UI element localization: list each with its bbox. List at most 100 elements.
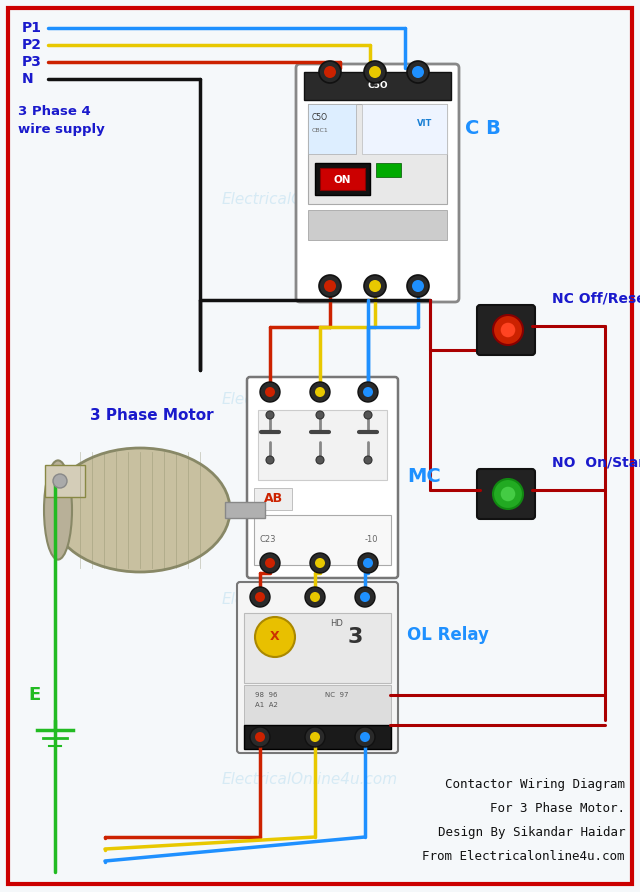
Circle shape bbox=[412, 66, 424, 78]
Text: 3: 3 bbox=[348, 627, 363, 647]
Circle shape bbox=[315, 558, 325, 568]
Circle shape bbox=[53, 474, 67, 488]
Circle shape bbox=[319, 61, 341, 83]
Text: 3 Phase Motor: 3 Phase Motor bbox=[90, 408, 214, 423]
FancyBboxPatch shape bbox=[237, 582, 398, 753]
Circle shape bbox=[369, 280, 381, 292]
Circle shape bbox=[255, 617, 295, 657]
Text: HD: HD bbox=[330, 618, 343, 627]
Circle shape bbox=[250, 587, 270, 607]
Circle shape bbox=[407, 275, 429, 297]
Text: From Electricalonline4u.com: From Electricalonline4u.com bbox=[422, 850, 625, 863]
Circle shape bbox=[360, 732, 370, 742]
Text: -10: -10 bbox=[365, 535, 378, 544]
Circle shape bbox=[324, 280, 336, 292]
Circle shape bbox=[355, 587, 375, 607]
Text: 3 Phase 4
wire supply: 3 Phase 4 wire supply bbox=[18, 105, 105, 136]
Circle shape bbox=[324, 66, 336, 78]
Bar bbox=[254, 515, 391, 565]
Circle shape bbox=[250, 727, 270, 747]
Text: CBC1: CBC1 bbox=[312, 128, 329, 133]
Circle shape bbox=[493, 479, 523, 509]
Circle shape bbox=[360, 592, 370, 602]
Bar bbox=[376, 163, 401, 177]
Text: NC Off/Reset: NC Off/Reset bbox=[552, 291, 640, 305]
Text: AB: AB bbox=[264, 492, 283, 506]
Circle shape bbox=[319, 275, 341, 297]
Bar bbox=[315, 163, 370, 195]
Circle shape bbox=[305, 587, 325, 607]
Bar bbox=[362, 104, 447, 154]
Bar bbox=[254, 488, 292, 510]
Circle shape bbox=[315, 387, 325, 397]
Circle shape bbox=[364, 61, 386, 83]
Circle shape bbox=[364, 411, 372, 419]
Bar bbox=[244, 725, 391, 749]
Text: MC: MC bbox=[407, 467, 441, 486]
Bar bbox=[308, 210, 447, 240]
Text: E: E bbox=[28, 686, 40, 704]
Circle shape bbox=[260, 382, 280, 402]
Circle shape bbox=[407, 61, 429, 83]
Text: ElectricalOnline4u.com: ElectricalOnline4u.com bbox=[222, 392, 398, 408]
Text: ElectricalOnline4u.com: ElectricalOnline4u.com bbox=[222, 772, 398, 788]
Ellipse shape bbox=[44, 460, 72, 559]
Circle shape bbox=[500, 322, 516, 338]
Bar bbox=[244, 613, 391, 683]
Circle shape bbox=[412, 280, 424, 292]
Bar bbox=[308, 104, 356, 154]
Text: C5O: C5O bbox=[367, 81, 388, 90]
Text: P3: P3 bbox=[22, 55, 42, 69]
Circle shape bbox=[266, 411, 274, 419]
Bar bbox=[320, 168, 365, 190]
Circle shape bbox=[358, 553, 378, 573]
Circle shape bbox=[363, 387, 373, 397]
Text: VIT: VIT bbox=[417, 119, 433, 128]
Circle shape bbox=[310, 553, 330, 573]
Circle shape bbox=[358, 382, 378, 402]
Text: NC  97: NC 97 bbox=[325, 692, 349, 698]
Circle shape bbox=[265, 387, 275, 397]
Circle shape bbox=[355, 727, 375, 747]
Circle shape bbox=[310, 732, 320, 742]
Text: Contactor Wiring Diagram: Contactor Wiring Diagram bbox=[445, 778, 625, 791]
Circle shape bbox=[305, 727, 325, 747]
Circle shape bbox=[364, 275, 386, 297]
Circle shape bbox=[266, 456, 274, 464]
Circle shape bbox=[255, 592, 265, 602]
Circle shape bbox=[364, 456, 372, 464]
Bar bbox=[308, 104, 447, 204]
Text: OL Relay: OL Relay bbox=[407, 626, 489, 644]
Text: ON: ON bbox=[333, 175, 351, 185]
Bar bbox=[244, 685, 391, 725]
Text: 98  96: 98 96 bbox=[255, 692, 278, 698]
FancyBboxPatch shape bbox=[477, 469, 535, 519]
Text: X: X bbox=[270, 631, 280, 643]
Text: For 3 Phase Motor.: For 3 Phase Motor. bbox=[490, 802, 625, 815]
Text: NO  On/Start: NO On/Start bbox=[552, 455, 640, 469]
Text: ElectricalOnline4u.com: ElectricalOnline4u.com bbox=[222, 592, 398, 607]
Circle shape bbox=[316, 411, 324, 419]
Text: C23: C23 bbox=[260, 535, 276, 544]
Text: N: N bbox=[22, 72, 34, 86]
Text: C B: C B bbox=[465, 119, 501, 137]
Text: A1  A2: A1 A2 bbox=[255, 702, 278, 708]
Circle shape bbox=[363, 558, 373, 568]
Circle shape bbox=[493, 315, 523, 345]
FancyBboxPatch shape bbox=[296, 64, 459, 302]
Bar bbox=[225, 502, 265, 518]
Text: ElectricalOnline4u.com: ElectricalOnline4u.com bbox=[222, 193, 398, 208]
Text: C5O: C5O bbox=[312, 113, 328, 122]
Text: P1: P1 bbox=[22, 21, 42, 35]
Ellipse shape bbox=[50, 448, 230, 572]
Bar bbox=[258, 410, 387, 480]
Text: P2: P2 bbox=[22, 38, 42, 52]
Circle shape bbox=[260, 553, 280, 573]
Circle shape bbox=[316, 456, 324, 464]
FancyBboxPatch shape bbox=[477, 305, 535, 355]
Bar bbox=[45, 465, 85, 497]
Circle shape bbox=[255, 732, 265, 742]
FancyBboxPatch shape bbox=[247, 377, 398, 578]
Circle shape bbox=[500, 486, 516, 502]
Circle shape bbox=[310, 592, 320, 602]
